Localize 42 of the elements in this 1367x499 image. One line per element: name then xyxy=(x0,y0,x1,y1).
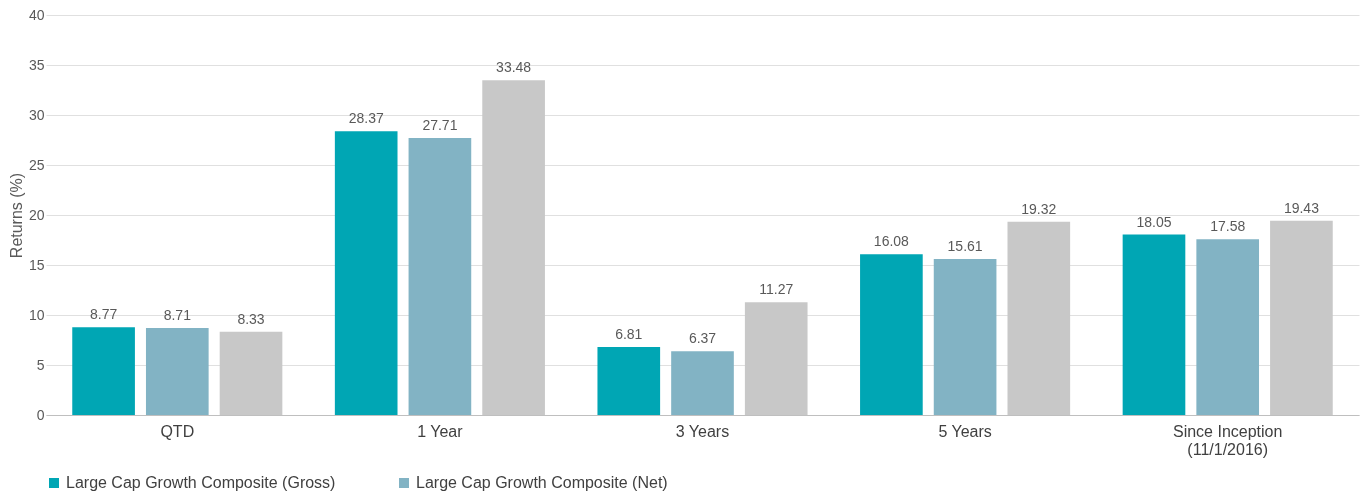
data-label: 18.05 xyxy=(1136,213,1172,230)
y-tick-label: 0 xyxy=(36,406,45,423)
bar xyxy=(1122,234,1186,415)
x-tick-label: 3 Years xyxy=(675,422,730,440)
x-tick-label: QTD xyxy=(160,422,195,440)
data-label: 8.33 xyxy=(237,310,265,327)
y-tick-label: 30 xyxy=(28,106,45,123)
y-tick-label: 5 xyxy=(36,356,45,373)
y-tick-label: 15 xyxy=(28,256,45,273)
data-label: 6.37 xyxy=(688,330,717,347)
data-label: 11.27 xyxy=(759,281,794,298)
data-label: 15.61 xyxy=(947,237,983,254)
y-tick-label: 35 xyxy=(28,56,45,73)
bar xyxy=(671,351,734,415)
data-label: 8.71 xyxy=(163,306,192,323)
data-label: 33.48 xyxy=(496,59,532,76)
bar xyxy=(933,258,997,415)
x-tick-label: Since Inception (11/1/2016) xyxy=(1173,422,1283,458)
y-tick-label: 25 xyxy=(28,156,45,173)
y-tick-label: 40 xyxy=(28,6,45,23)
data-label: 19.43 xyxy=(1283,199,1320,216)
bar xyxy=(1196,239,1260,415)
bar xyxy=(72,327,135,415)
data-label: 8.77 xyxy=(89,306,118,323)
x-tick-label: 1 Year xyxy=(417,422,464,440)
bar xyxy=(860,254,923,415)
y-tick-label: 10 xyxy=(28,306,45,323)
data-label: 6.81 xyxy=(615,325,643,342)
data-label: 28.37 xyxy=(348,110,384,127)
data-label: 27.71 xyxy=(422,116,458,133)
legend-label: Large Cap Growth Composite (Net) xyxy=(416,474,668,491)
bar xyxy=(597,346,661,415)
x-tick-label: 5 Years xyxy=(938,422,992,440)
bar xyxy=(334,131,398,415)
data-label: 17.58 xyxy=(1210,218,1246,235)
data-label: 19.32 xyxy=(1021,200,1057,217)
y-axis-title: Returns (%) xyxy=(7,172,25,259)
bar xyxy=(408,137,472,415)
y-tick-label: 20 xyxy=(28,206,45,223)
legend-label: Large Cap Growth Composite (Gross) xyxy=(66,474,336,491)
bar xyxy=(145,327,209,415)
data-label: 16.08 xyxy=(873,233,910,250)
